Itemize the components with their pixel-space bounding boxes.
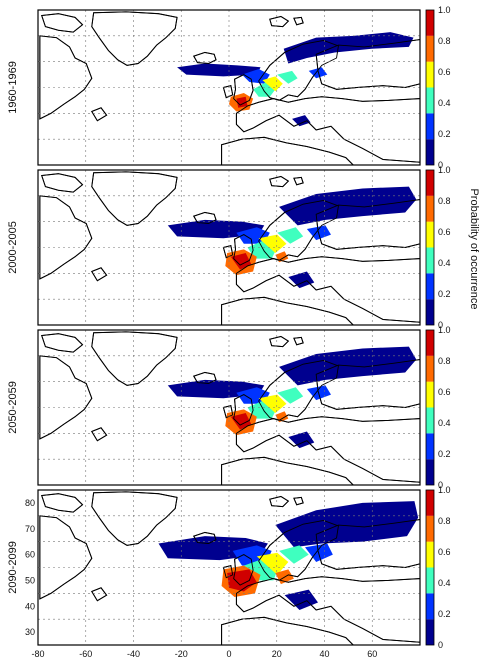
period-label: 2090-2099 xyxy=(7,541,19,594)
colorbar-tick-label: 0.8 xyxy=(438,516,451,526)
occurrence-area xyxy=(275,501,419,548)
colorbar-segment xyxy=(426,35,434,62)
y-tick-label: 30 xyxy=(25,627,35,637)
colorbar-tick-label: 0.6 xyxy=(438,547,451,557)
colorbar-tick-label: 0 xyxy=(438,480,443,490)
y-tick-label: 60 xyxy=(25,550,35,560)
colorbar-tick-label: 1.0 xyxy=(438,325,451,335)
occurrence-area xyxy=(230,253,252,270)
colorbar-segment xyxy=(426,247,434,274)
colorbar-tick-label: 0.4 xyxy=(438,418,451,428)
map-frame xyxy=(37,489,421,646)
y-tick-label: 40 xyxy=(25,601,35,611)
colorbar-tick-label: 1.0 xyxy=(438,5,451,15)
colorbar-segment xyxy=(426,221,434,248)
map-frame xyxy=(37,329,421,486)
colorbar: 0 0.2 0.4 0.6 0.8 1.0 xyxy=(425,5,451,170)
occurrence-area xyxy=(288,271,315,289)
colorbar-tick-label: 1.0 xyxy=(438,165,451,175)
x-tick-label: -20 xyxy=(175,649,188,659)
occurrence-area xyxy=(177,63,261,77)
colorbar-segment xyxy=(426,299,434,325)
occurrence-area xyxy=(262,76,283,92)
x-tick-label: 20 xyxy=(272,649,282,659)
occurrence-area xyxy=(277,227,304,244)
colorbar-segment xyxy=(426,619,434,645)
x-tick-label: -80 xyxy=(31,649,44,659)
occurrence-area xyxy=(230,413,252,430)
period-label: 2050-2059 xyxy=(7,381,19,434)
map-panel-1960-1969: 1960-1969 xyxy=(7,9,421,166)
colorbar-segment xyxy=(426,330,434,356)
period-label: 1960-1969 xyxy=(7,61,19,114)
x-tick-label: 0 xyxy=(226,649,231,659)
occurrence-area xyxy=(277,70,298,84)
colorbar-segment xyxy=(426,87,434,114)
colorbar-tick-label: 1.0 xyxy=(438,485,451,495)
colorbar-tick-label: 0 xyxy=(438,320,443,330)
colorbar-tick-label: 0.6 xyxy=(438,67,451,77)
x-tick-label: 60 xyxy=(367,649,377,659)
colorbar-segment xyxy=(426,139,434,165)
colorbar-tick-label: 0.8 xyxy=(438,36,451,46)
colorbar-segment xyxy=(426,113,434,140)
occurrence-area xyxy=(279,545,309,564)
colorbar-segment xyxy=(426,459,434,485)
colorbar-tick-label: 0.2 xyxy=(438,609,451,619)
y-tick-label: 80 xyxy=(25,498,35,508)
period-label: 2000-2005 xyxy=(7,221,19,274)
colorbar: 0 0.2 0.4 0.6 0.8 1.0 xyxy=(425,165,451,330)
map-frame xyxy=(37,169,421,326)
colorbar-segment xyxy=(426,61,434,88)
occurrence-area xyxy=(236,96,248,108)
occurrence-area xyxy=(258,394,287,414)
colorbar-tick-label: 0.2 xyxy=(438,449,451,459)
colorbar-segment xyxy=(426,515,434,542)
map-panel-2090-2099: 2090-2099 30 40 50 60 70 80 xyxy=(7,489,421,646)
colorbar-segment xyxy=(426,490,434,516)
colorbar-segment xyxy=(426,541,434,568)
occurrence-area xyxy=(256,552,289,575)
colorbar-segment xyxy=(426,567,434,594)
colorbar-segment xyxy=(426,170,434,196)
colorbar-tick-label: 0.2 xyxy=(438,129,451,139)
colorbar-tick-label: 0.2 xyxy=(438,289,451,299)
x-tick-label: -40 xyxy=(127,649,140,659)
y-tick-label: 70 xyxy=(25,524,35,534)
colorbar-tick-label: 0.8 xyxy=(438,356,451,366)
colorbar-tick-label: 0.4 xyxy=(438,578,451,588)
y-tick-label: 50 xyxy=(25,575,35,585)
colorbar-segment xyxy=(426,10,434,36)
x-tick-label: -60 xyxy=(79,649,92,659)
map-panel-2050-2059: 2050-2059 xyxy=(7,329,421,486)
colorbar-title: Probability of occurrence xyxy=(468,188,480,310)
occurrence-area xyxy=(288,431,315,449)
colorbar: 0 0.2 0.4 0.6 0.8 1.0 xyxy=(425,325,451,490)
colorbar-segment xyxy=(426,593,434,620)
colorbar-segment xyxy=(426,407,434,434)
colorbar-tick-label: 0.6 xyxy=(438,227,451,237)
colorbar-tick-label: 0.4 xyxy=(438,258,451,268)
colorbar-tick-label: 0 xyxy=(438,160,443,170)
occurrence-area xyxy=(284,589,319,610)
occurrence-area xyxy=(258,234,287,254)
x-tick-label: 40 xyxy=(319,649,329,659)
map-panel-2000-2005: 2000-2005 xyxy=(7,169,421,326)
colorbar-tick-label: 0 xyxy=(438,640,443,650)
occurrence-area xyxy=(277,387,304,404)
map-frame xyxy=(37,9,421,166)
colorbar-segment xyxy=(426,195,434,222)
colorbar: 0 0.2 0.4 0.6 0.8 1.0 xyxy=(425,485,451,650)
colorbar-tick-label: 0.4 xyxy=(438,98,451,108)
colorbar-tick-label: 0.6 xyxy=(438,387,451,397)
colorbar-tick-label: 0.8 xyxy=(438,196,451,206)
colorbar-segment xyxy=(426,273,434,300)
colorbar-segment xyxy=(426,381,434,408)
colorbar-segment xyxy=(426,355,434,382)
colorbar-segment xyxy=(426,433,434,460)
